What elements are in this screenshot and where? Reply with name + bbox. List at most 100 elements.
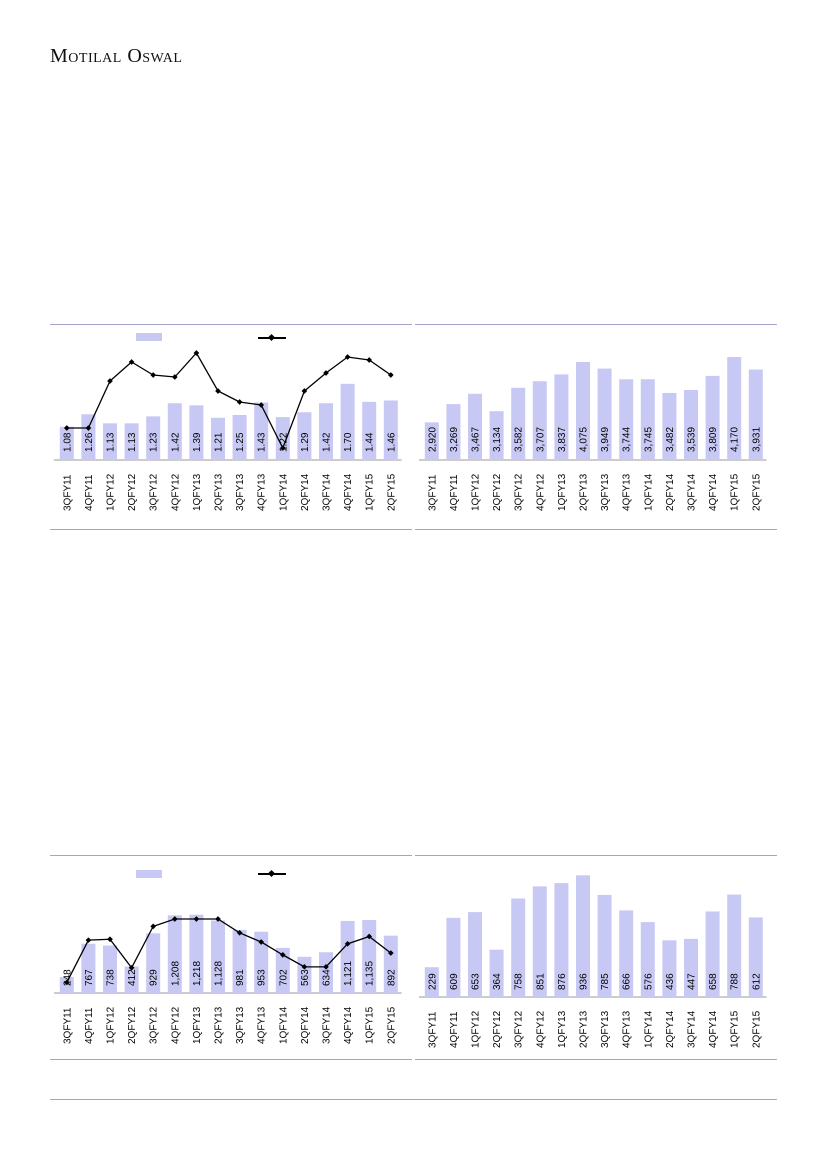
chart3-category-label: 3QFY11: [62, 1007, 73, 1044]
chart4-category-label: 4QFY12: [535, 1010, 546, 1048]
chart1-value-label: 1.39: [192, 432, 203, 452]
chart2-value-label: 3,837: [557, 427, 568, 452]
footer-rule: [50, 1099, 777, 1100]
chart1-value-label: 1.08: [62, 432, 73, 452]
chart4-category-label: 3QFY14: [687, 1010, 698, 1048]
chart1-category-label: 4QFY11: [84, 474, 95, 511]
chart4: 229 3QFY11 609 4QFY11 653 1QFY12 364 2QFY12 758 3…: [419, 875, 767, 1048]
chart1-line-point: [128, 359, 135, 365]
chart1-bar: [340, 383, 355, 460]
chart4-value-label: 364: [492, 973, 503, 990]
chart4-category-label: 2QFY15: [751, 1010, 762, 1048]
chart2-top-rule: [415, 324, 777, 325]
chart3-category-label: 3QFY12: [149, 1006, 160, 1044]
chart4-value-label: 229: [427, 973, 438, 990]
chart2-category-label: 4QFY11: [449, 474, 460, 511]
chart3-category-label: 2QFY12: [127, 1006, 138, 1044]
chart2-bar: [489, 411, 504, 460]
chart3-category-label: 1QFY12: [106, 1006, 117, 1044]
chart1-bar: [81, 414, 96, 460]
chart1-category-label: 3QFY12: [149, 473, 160, 511]
chart4-bar: [727, 894, 742, 997]
chart4-category-label: 1QFY13: [557, 1010, 568, 1048]
chart4-category-label: 2QFY12: [492, 1010, 503, 1048]
chart1-line-point: [258, 402, 265, 408]
chart4-value-label: 788: [730, 973, 741, 990]
chart3-category-label: 1QFY14: [278, 1006, 289, 1044]
chart3-legend-bar-swatch: [136, 870, 162, 878]
chart3-category-label: 1QFY13: [192, 1006, 203, 1044]
chart2-category-label: 1QFY14: [643, 473, 654, 511]
chart3-value-label: 1,121: [343, 961, 354, 986]
chart3-value-label: 1,208: [170, 961, 181, 986]
chart4-value-label: 447: [687, 973, 698, 990]
chart1-bar: [297, 412, 312, 460]
chart2-bar: [640, 379, 655, 460]
chart4-bar: [511, 898, 526, 997]
chart2-value-label: 3,949: [600, 427, 611, 452]
chart2-category-label: 2QFY13: [579, 473, 590, 511]
chart2-value-label: 3,707: [535, 427, 546, 452]
chart3-value-label: 1,135: [365, 961, 376, 986]
chart3-value-label: 929: [149, 969, 160, 986]
chart3-bar: [167, 915, 182, 993]
chart1-bar: [211, 417, 225, 460]
chart2-bottom-rule: [415, 529, 777, 530]
chart3-category-label: 3QFY13: [235, 1006, 246, 1044]
chart3-line-point: [344, 941, 351, 947]
chart1-value-label: 1.21: [214, 432, 225, 452]
chart4-value-label: 658: [708, 973, 719, 990]
chart1-category-label: 4QFY14: [343, 473, 354, 511]
chart1: 1.08 3QFY11 1.26 4QFY11 1.13 1QFY12 1.13 2QFY12…: [54, 350, 402, 511]
chart4-bar: [705, 911, 720, 997]
chart3-bar: [189, 914, 204, 993]
chart3-category-label: 2QFY14: [300, 1006, 311, 1044]
chart3-bottom-rule: [50, 1059, 412, 1060]
chart1-category-label: 4QFY12: [170, 473, 181, 511]
chart4-value-label: 851: [535, 973, 546, 990]
chart2-value-label: 3,809: [708, 427, 719, 452]
chart2-value-label: 3,269: [449, 427, 460, 452]
chart4-category-label: 4QFY11: [449, 1011, 460, 1048]
chart1-line-point: [279, 445, 286, 451]
chart4-category-label: 2QFY13: [579, 1010, 590, 1048]
chart4-value-label: 785: [600, 973, 611, 990]
chart3-bar: [103, 945, 117, 993]
chart3-bar: [146, 933, 161, 993]
chart3-line-point: [258, 939, 265, 945]
chart2-value-label: 3,582: [514, 427, 525, 452]
chart4-value-label: 436: [665, 973, 676, 990]
chart2: 2,920 3QFY11 3,269 4QFY11 3,467 1QFY12 3,134 2Q…: [419, 357, 767, 511]
chart1-value-label: 1.42: [170, 432, 181, 452]
chart1-legend-bar-swatch: [136, 333, 162, 341]
chart1-bar: [103, 423, 117, 460]
chart2-value-label: 4,075: [579, 427, 590, 452]
chart1-category-label: 3QFY14: [322, 473, 333, 511]
chart2-bar: [511, 387, 526, 460]
chart4-value-label: 576: [643, 973, 654, 990]
chart3-bar: [254, 931, 269, 993]
chart4-bar: [619, 910, 634, 997]
chart3: 248 3QFY11 767 4QFY11 738 1QFY12 412 2QFY12 929 3…: [54, 914, 402, 1044]
chart1-value-label: 1.46: [386, 432, 397, 452]
chart2-bar: [619, 379, 634, 460]
chart2-value-label: 3,467: [471, 427, 482, 452]
chart2-category-label: 2QFY15: [751, 473, 762, 511]
chart3-bar: [81, 943, 96, 993]
chart1-category-label: 4QFY13: [257, 473, 268, 511]
chart4-value-label: 936: [579, 973, 590, 990]
chart3-line-point: [323, 964, 329, 970]
chart3-series-line: [66, 918, 392, 983]
chart4-category-label: 4QFY13: [622, 1010, 633, 1048]
chart1-category-label: 3QFY13: [235, 473, 246, 511]
chart4-bar: [748, 917, 763, 997]
chart3-value-label: 563: [300, 969, 311, 986]
chart4-category-label: 3QFY11: [427, 1011, 438, 1048]
chart1-bottom-rule: [50, 529, 412, 530]
chart2-bar: [662, 392, 677, 460]
chart3-line-point: [85, 937, 92, 943]
chart2-category-label: 3QFY11: [427, 474, 438, 511]
chart2-bar: [748, 369, 763, 460]
chart4-bar: [532, 886, 547, 997]
chart1-bar: [275, 417, 290, 460]
